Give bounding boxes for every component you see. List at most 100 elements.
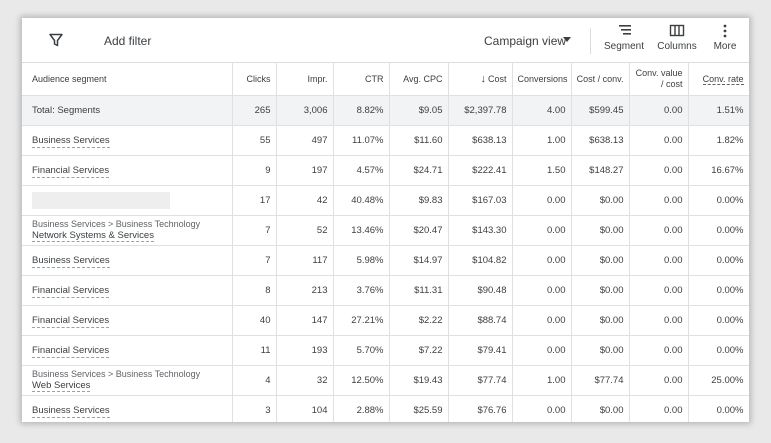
table-row: Business Services 3 104 2.88% $25.59 $76.76 0.…: [22, 395, 749, 422]
segment-category-path: Business Services > Business Technology: [32, 219, 201, 229]
impr-cell: 193: [276, 335, 334, 366]
table-toolbar: Add filter Campaign view Segment Columns: [22, 18, 749, 62]
conv-value-cost-cell: 0.00: [629, 395, 689, 422]
cost-cell: $167.03: [448, 185, 513, 216]
table-row: Financial Services 40 147 27.21% $2.22 $88.74…: [22, 305, 749, 336]
segment-link[interactable]: Financial Services: [32, 345, 110, 358]
conversions-cell: 0.00: [512, 245, 572, 276]
cost-conv-cell: $0.00: [571, 335, 630, 366]
columns-label: Columns: [657, 41, 697, 52]
conv-value-cost-cell: 0.00: [629, 185, 689, 216]
table-row: Business Services > Business Technology W…: [22, 365, 749, 396]
cost-cell: $76.76: [448, 395, 513, 422]
header-conv-rate[interactable]: Conv. rate: [688, 62, 749, 96]
conv-rate-cell: 0.00%: [688, 275, 749, 306]
segment-cell: Financial Services: [22, 155, 233, 186]
conv-value-cost-cell: 0.00: [629, 275, 689, 306]
segment-link[interactable]: Financial Services: [32, 165, 110, 178]
segment-cell: Business Services > Business Technology W…: [22, 365, 233, 396]
caret-down-icon[interactable]: [563, 37, 571, 42]
segment-cell: Financial Services: [22, 335, 233, 366]
cost-conv-cell: $0.00: [571, 305, 630, 336]
cost-cell: $90.48: [448, 275, 513, 306]
avg-cpc-cell: $7.22: [389, 335, 449, 366]
conversions-cell: 0.00: [512, 185, 572, 216]
header-conv-value-cost[interactable]: Conv. value / cost: [629, 62, 689, 96]
segment-link[interactable]: Financial Services: [32, 285, 110, 298]
header-avg-cpc[interactable]: Avg. CPC: [389, 62, 449, 96]
segment-link[interactable]: Business Services: [32, 405, 110, 418]
header-audience-segment[interactable]: Audience segment: [22, 62, 233, 96]
ctr-cell: 40.48%: [333, 185, 390, 216]
header-cost-per-conv[interactable]: Cost / conv.: [571, 62, 630, 96]
segment-link[interactable]: Web Services: [32, 380, 91, 392]
impr-cell: 42: [276, 185, 334, 216]
clicks-cell: 55: [232, 125, 277, 156]
clicks-cell: 8: [232, 275, 277, 306]
cost-cell: $88.74: [448, 305, 513, 336]
campaign-view-dropdown[interactable]: Campaign view: [484, 34, 567, 48]
total-conv-value-cost: 0.00: [629, 95, 689, 126]
total-avg-cpc: $9.05: [389, 95, 449, 126]
header-impr[interactable]: Impr.: [276, 62, 334, 96]
table-row: Business Services > Business Technology N…: [22, 215, 749, 246]
conv-value-cost-cell: 0.00: [629, 365, 689, 396]
segment-cell: [22, 185, 233, 216]
ctr-cell: 11.07%: [333, 125, 390, 156]
total-clicks: 265: [232, 95, 277, 126]
conversions-cell: 1.50: [512, 155, 572, 186]
segment-link[interactable]: Business Services: [32, 135, 110, 148]
conv-rate-cell: 0.00%: [688, 215, 749, 246]
total-cost: $2,397.78: [448, 95, 513, 126]
header-cost[interactable]: ↓ Cost: [448, 62, 513, 96]
ctr-cell: 12.50%: [333, 365, 390, 396]
segment-button[interactable]: Segment: [599, 24, 649, 60]
total-conv-rate: 1.51%: [688, 95, 749, 126]
header-clicks[interactable]: Clicks: [232, 62, 277, 96]
filter-icon[interactable]: [48, 32, 64, 48]
conv-value-cost-cell: 0.00: [629, 125, 689, 156]
ctr-cell: 13.46%: [333, 215, 390, 246]
columns-button[interactable]: Columns: [652, 24, 702, 60]
clicks-cell: 11: [232, 335, 277, 366]
header-ctr[interactable]: CTR: [333, 62, 390, 96]
conversions-cell: 0.00: [512, 305, 572, 336]
more-button[interactable]: More: [700, 24, 749, 60]
conv-value-cost-cell: 0.00: [629, 155, 689, 186]
redacted-segment-name: [32, 192, 170, 209]
impr-cell: 32: [276, 365, 334, 396]
sort-descending-icon: ↓: [480, 72, 486, 85]
conversions-cell: 0.00: [512, 215, 572, 246]
cost-cell: $638.13: [448, 125, 513, 156]
segment-link[interactable]: Financial Services: [32, 315, 110, 328]
conv-value-cost-cell: 0.00: [629, 305, 689, 336]
conversions-cell: 0.00: [512, 335, 572, 366]
cost-conv-cell: $0.00: [571, 245, 630, 276]
segment-cell: Financial Services: [22, 305, 233, 336]
impr-cell: 147: [276, 305, 334, 336]
conv-value-cost-cell: 0.00: [629, 335, 689, 366]
impr-cell: 52: [276, 215, 334, 246]
table-row: Financial Services 11 193 5.70% $7.22 $79.41 0…: [22, 335, 749, 366]
clicks-cell: 7: [232, 245, 277, 276]
ctr-cell: 27.21%: [333, 305, 390, 336]
table-row: 17 42 40.48% $9.83 $167.03 0.00 $0.00 0.00 0.00%: [22, 185, 749, 216]
segment-link[interactable]: Network Systems & Services: [32, 230, 154, 242]
clicks-cell: 3: [232, 395, 277, 422]
segment-link[interactable]: Business Services: [32, 255, 110, 268]
avg-cpc-cell: $9.83: [389, 185, 449, 216]
header-conversions[interactable]: Conversions: [512, 62, 572, 96]
clicks-cell: 40: [232, 305, 277, 336]
avg-cpc-cell: $14.97: [389, 245, 449, 276]
segment-category-path: Business Services > Business Technology: [32, 369, 201, 379]
avg-cpc-cell: $11.31: [389, 275, 449, 306]
segment-label: Segment: [603, 41, 645, 52]
cost-conv-cell: $0.00: [571, 275, 630, 306]
segment-cell: Business Services: [22, 125, 233, 156]
add-filter-button[interactable]: Add filter: [104, 34, 152, 48]
cost-conv-cell: $0.00: [571, 215, 630, 246]
header-conv-rate-label: Conv. rate: [702, 73, 744, 85]
ctr-cell: 3.76%: [333, 275, 390, 306]
conversions-cell: 1.00: [512, 125, 572, 156]
total-conversions: 4.00: [512, 95, 572, 126]
